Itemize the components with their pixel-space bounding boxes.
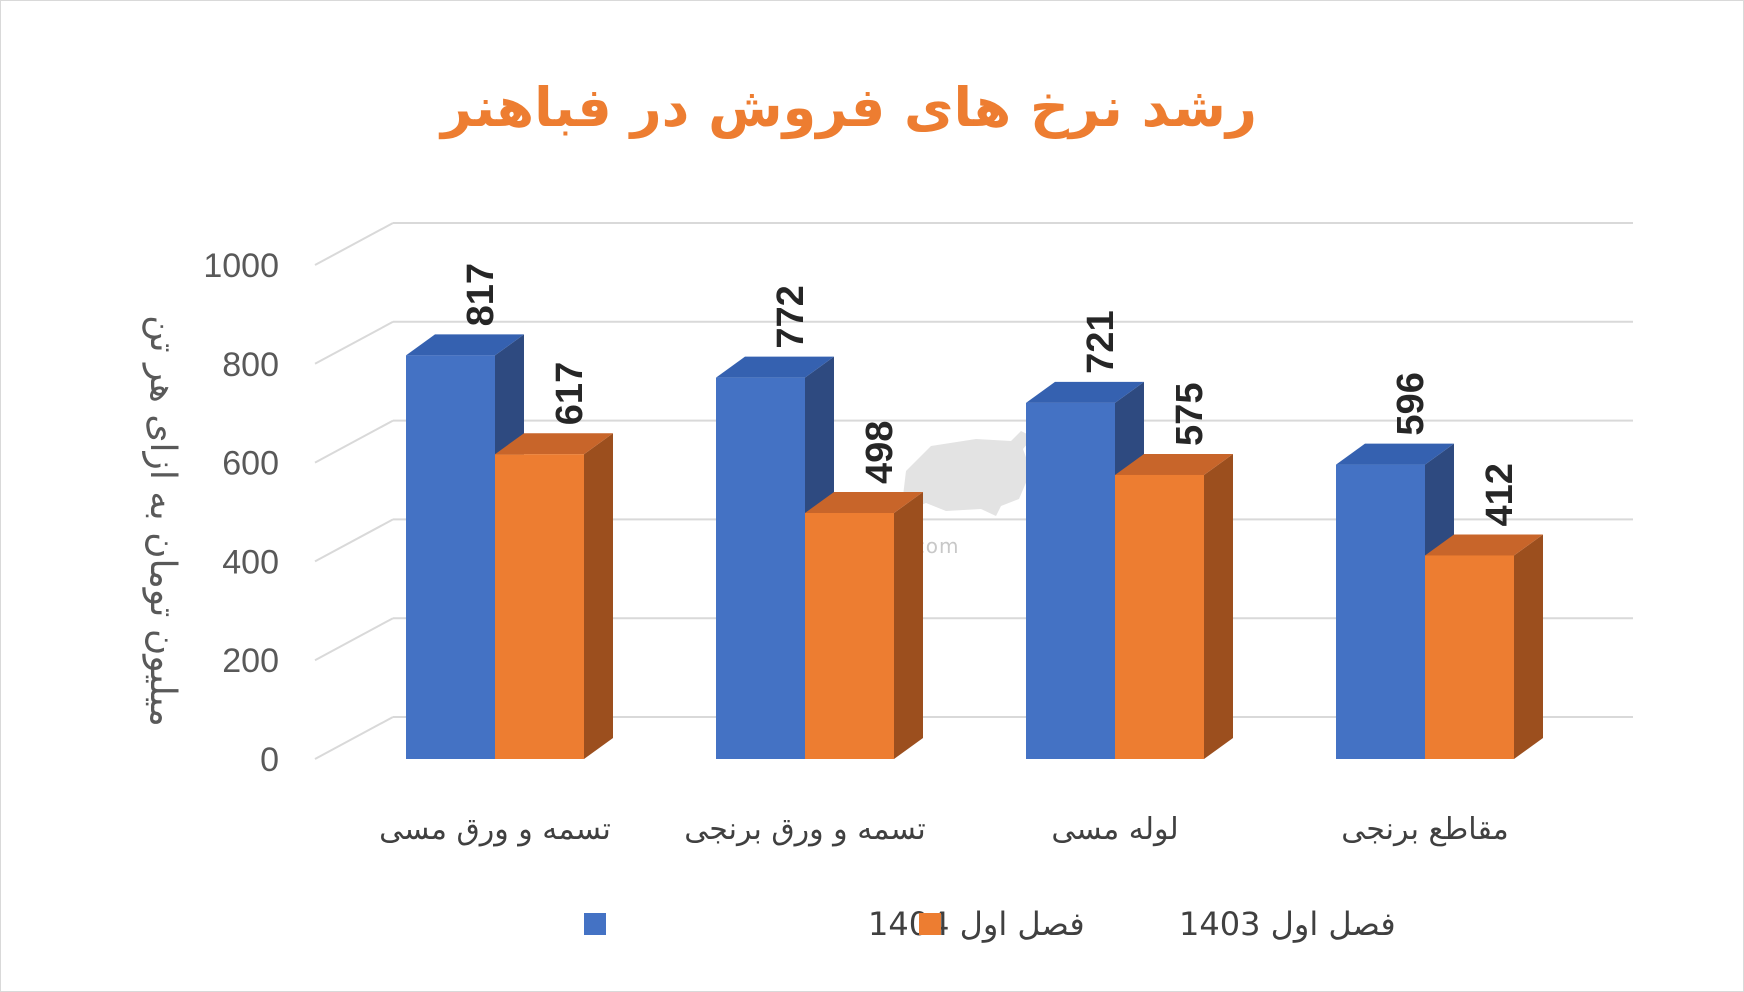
- bar-top: [716, 356, 834, 378]
- bar-top: [495, 433, 613, 455]
- bar-top: [805, 491, 923, 513]
- bar-top: [1115, 453, 1233, 475]
- y-tick-label: 800: [222, 346, 279, 384]
- bar: [1425, 534, 1543, 759]
- bull-logo-icon: [903, 431, 1033, 516]
- bar-front: [805, 512, 894, 759]
- bars: [406, 334, 1543, 759]
- data-label: 412: [1479, 463, 1521, 526]
- y-tick-label: 0: [260, 741, 279, 779]
- bar-front: [1425, 555, 1514, 759]
- gridline-side: [314, 518, 394, 563]
- bar-side: [894, 491, 923, 759]
- legend-item: فصل اول 1404: [584, 905, 1085, 943]
- category-label: لوله مسی: [1051, 812, 1178, 847]
- category-label: تسمه و ورق برنجی: [684, 812, 926, 847]
- chart-title: رشد نرخ های فروش در فباهنر: [438, 76, 1257, 139]
- bar: [805, 491, 923, 759]
- bar-front: [1115, 474, 1204, 759]
- bar-top: [1026, 381, 1144, 403]
- y-axis-ticks: 0 200 400 600 800 1000: [203, 247, 279, 779]
- gridline-side: [314, 222, 394, 266]
- category-label: تسمه و ورق مسی: [379, 812, 611, 847]
- bar-front: [1026, 402, 1115, 759]
- bar-top: [406, 334, 524, 356]
- data-labels: 817 617 772 498 721 575 596 412: [460, 263, 1521, 526]
- legend-swatch: [919, 913, 941, 935]
- y-tick-label: 600: [222, 445, 279, 483]
- data-label: 817: [460, 263, 502, 326]
- legend-label: فصل اول 1404: [868, 905, 1085, 943]
- data-label: 721: [1080, 310, 1122, 373]
- data-label: 596: [1390, 372, 1432, 435]
- legend-label: فصل اول 1403: [1179, 905, 1396, 943]
- y-tick-label: 400: [222, 543, 279, 581]
- bar-front: [1336, 464, 1425, 759]
- y-axis-label: میلیون تومان به ازای هر تن: [142, 315, 183, 727]
- gridline-side: [314, 617, 394, 662]
- legend-item: فصل اول 1403: [919, 905, 1396, 943]
- category-label: مقاطع برنجی: [1341, 812, 1508, 847]
- bar-top: [1425, 534, 1543, 556]
- data-label: 575: [1169, 383, 1211, 446]
- bar-front: [495, 454, 584, 759]
- gridline-side: [314, 320, 394, 365]
- gridline-side: [314, 419, 394, 464]
- bar-front: [716, 377, 805, 759]
- bar-top: [1336, 443, 1454, 465]
- bar-side: [584, 433, 613, 759]
- data-label: 498: [859, 421, 901, 484]
- bar-side: [1514, 534, 1543, 759]
- bar-side: [1204, 453, 1233, 759]
- legend: فصل اول 1404 فصل اول 1403: [584, 905, 1396, 943]
- bar: [1115, 453, 1233, 759]
- gridline-side: [314, 716, 394, 760]
- y-tick-label: 1000: [203, 247, 279, 285]
- y-tick-label: 200: [222, 642, 279, 680]
- bar: [495, 433, 613, 759]
- data-label: 617: [549, 362, 591, 425]
- bar-front: [406, 355, 495, 759]
- legend-swatch: [584, 913, 606, 935]
- data-label: 772: [770, 285, 812, 348]
- x-axis-categories: تسمه و ورق مسی تسمه و ورق برنجی لوله مسی مق…: [379, 812, 1509, 847]
